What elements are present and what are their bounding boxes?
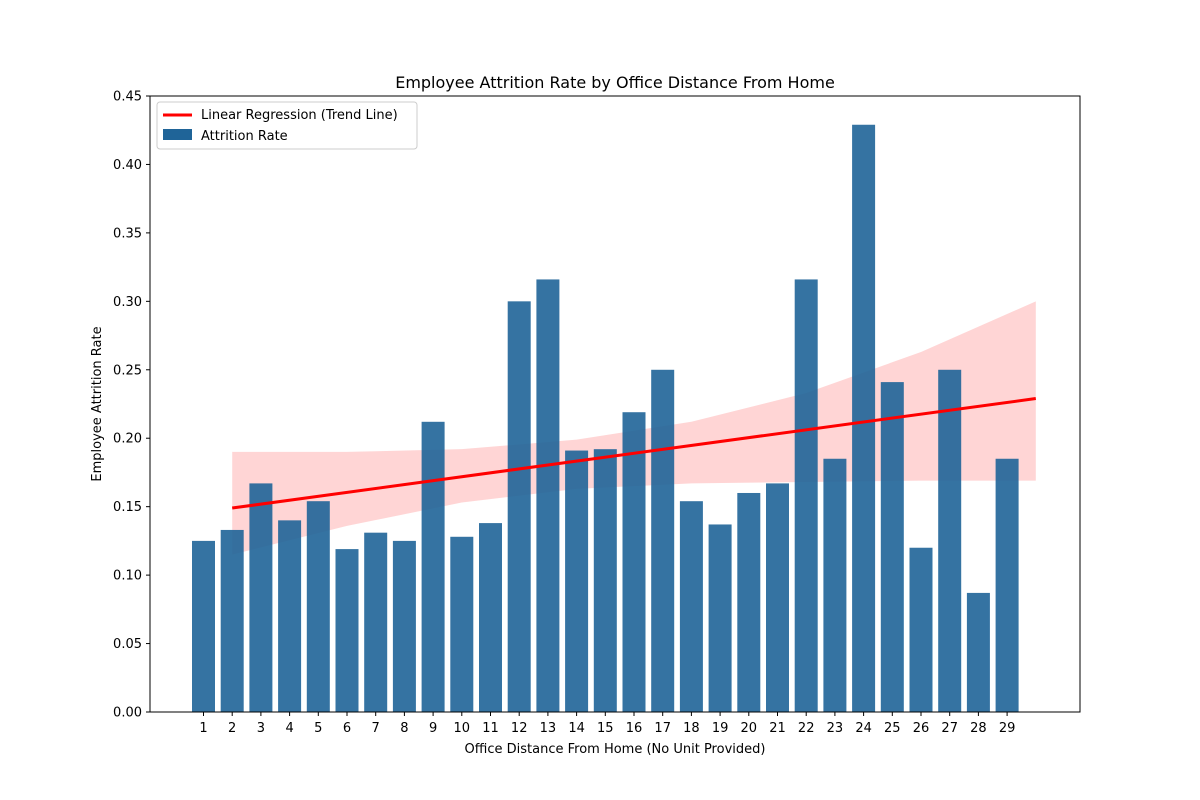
- x-tick-label: 9: [429, 721, 437, 736]
- bar-21: [766, 483, 789, 712]
- x-tick-label: 19: [712, 721, 729, 736]
- x-tick-label: 3: [257, 721, 265, 736]
- bar-25: [880, 382, 904, 712]
- x-tick-label: 17: [654, 721, 671, 736]
- x-tick-label: 20: [741, 721, 758, 736]
- bar-22: [794, 279, 818, 712]
- bar-27: [938, 369, 962, 712]
- bar-2: [220, 529, 244, 712]
- y-tick-label: 0.45: [113, 90, 142, 105]
- bar-19: [708, 524, 732, 712]
- y-tick-label: 0.15: [113, 500, 142, 515]
- bar-14: [565, 450, 589, 712]
- x-tick-label: 6: [343, 721, 351, 736]
- x-tick-label: 18: [683, 721, 700, 736]
- bar-10: [450, 536, 474, 712]
- y-tick-label: 0.35: [113, 226, 142, 241]
- x-tick-label: 5: [314, 721, 322, 736]
- y-tick-label: 0.20: [113, 432, 142, 447]
- bar-18: [679, 501, 703, 712]
- y-tick-label: 0.00: [113, 706, 142, 721]
- bar-layer: [192, 124, 1019, 713]
- bar-20: [737, 492, 761, 712]
- bar-15: [593, 449, 617, 712]
- x-tick-label: 14: [568, 721, 585, 736]
- bar-7: [364, 532, 388, 712]
- bar-28: [966, 592, 990, 712]
- bar-26: [909, 547, 933, 712]
- trend-line-layer: [231, 397, 1037, 510]
- y-tick-label: 0.05: [113, 637, 142, 652]
- x-tick-label: 10: [454, 721, 471, 736]
- x-tick-label: 2: [228, 721, 236, 736]
- x-tick-label: 26: [913, 721, 930, 736]
- bar-16: [622, 412, 646, 712]
- trend-line: [231, 397, 1037, 510]
- x-tick-label: 15: [597, 721, 614, 736]
- y-tick-label: 0.10: [113, 569, 142, 584]
- bar-11: [479, 523, 502, 712]
- legend-trend-line-label: Linear Regression (Trend Line): [201, 108, 398, 123]
- plot-frame: [149, 95, 1081, 713]
- axes: 0.00 0.05 0.10 0.15 0.20 0.25 0.30 0.35 0.40 0.45…: [113, 90, 1081, 736]
- bar-5: [306, 501, 330, 712]
- bar-17: [651, 369, 675, 712]
- x-tick-label: 27: [941, 721, 958, 736]
- x-tick-label: 21: [769, 721, 786, 736]
- bar-23: [823, 458, 847, 712]
- x-tick-label: 24: [855, 721, 872, 736]
- bar-24: [852, 124, 876, 713]
- bar-12: [507, 301, 531, 712]
- x-tick-label: 16: [626, 721, 643, 736]
- legend-bar-swatch: [163, 129, 192, 140]
- x-tick-label: 23: [827, 721, 844, 736]
- y-tick-label: 0.40: [113, 158, 142, 173]
- x-tick-label: 13: [540, 721, 557, 736]
- legend-box: [156, 101, 418, 150]
- y-axis-title: Employee Attrition Rate: [90, 326, 105, 481]
- x-tick-label: 4: [285, 721, 293, 736]
- bar-1: [192, 540, 215, 712]
- bar-29: [995, 458, 1019, 712]
- bar-3: [249, 483, 273, 712]
- x-tick-label: 12: [511, 721, 528, 736]
- x-tick-label: 25: [884, 721, 901, 736]
- bar-13: [536, 279, 560, 712]
- legend: Linear Regression (Trend Line) Attrition…: [156, 101, 418, 150]
- chart-title: Employee Attrition Rate by Office Distan…: [395, 73, 835, 92]
- y-tick-label: 0.30: [113, 295, 142, 310]
- bar-8: [392, 540, 416, 712]
- x-tick-label: 28: [970, 721, 987, 736]
- bar-4: [278, 520, 302, 712]
- legend-bar-label: Attrition Rate: [201, 129, 288, 144]
- bar-6: [335, 549, 359, 712]
- x-tick-label: 11: [482, 721, 499, 736]
- bar-9: [421, 421, 445, 712]
- y-tick-label: 0.25: [113, 363, 142, 378]
- x-tick-label: 8: [400, 721, 408, 736]
- x-tick-label: 29: [999, 721, 1016, 736]
- x-tick-label: 7: [372, 721, 380, 736]
- x-tick-label: 22: [798, 721, 815, 736]
- x-tick-label: 1: [199, 721, 207, 736]
- x-axis-title: Office Distance From Home (No Unit Provi…: [465, 742, 766, 757]
